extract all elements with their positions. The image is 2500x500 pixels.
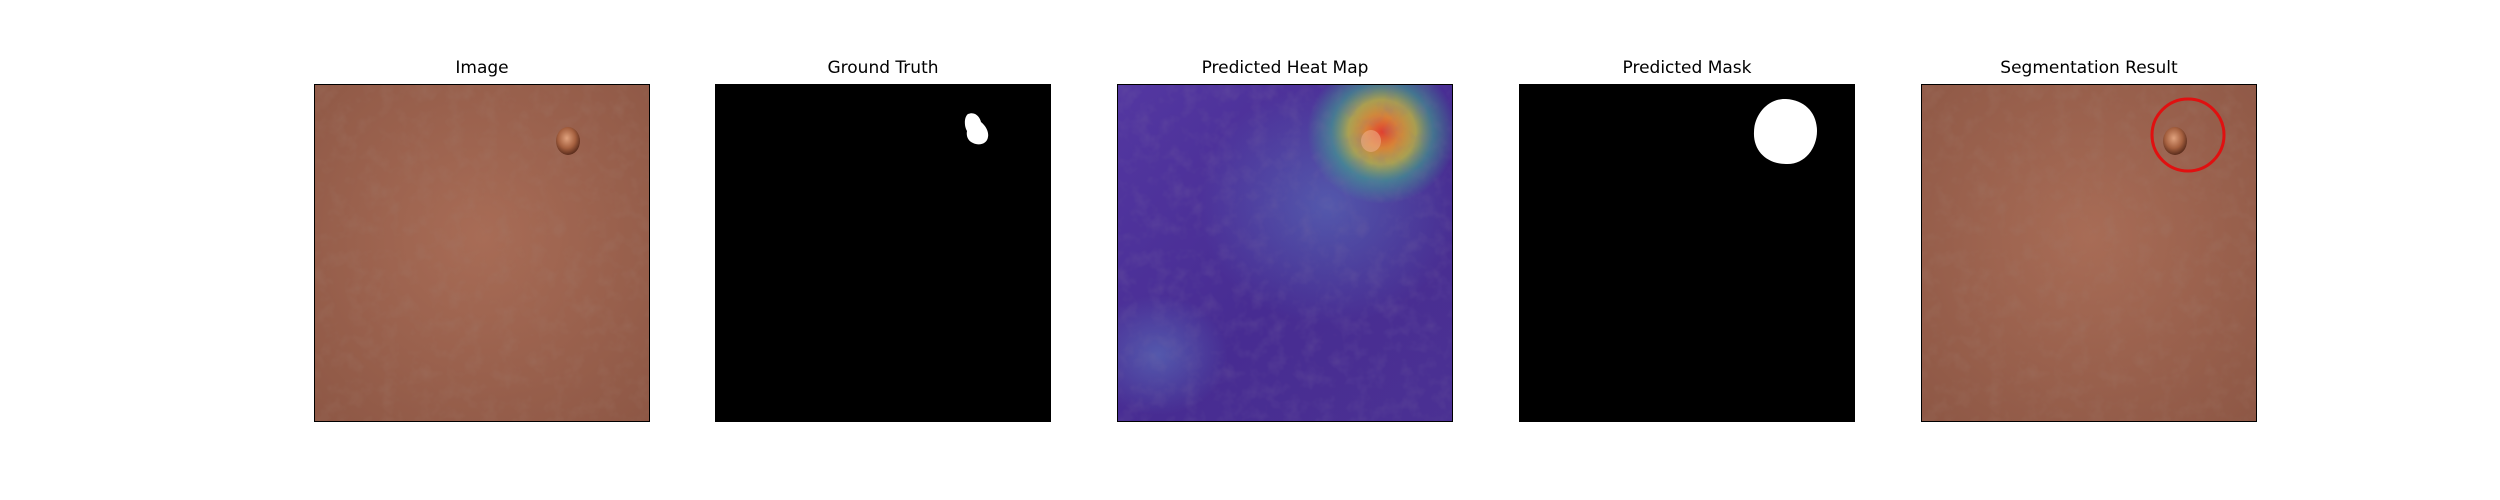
ground-truth-frame: [715, 84, 1051, 422]
ground-truth-mask: [716, 85, 1050, 421]
panel-ground-truth: Ground Truth: [715, 0, 1051, 500]
panel-segmentation-result: Segmentation Result: [1921, 0, 2257, 500]
skin-texture: [1922, 85, 2256, 421]
panel-heat-map: Predicted Heat Map: [1117, 0, 1453, 500]
heat-map-frame: [1117, 84, 1453, 422]
detection-circle: [2150, 97, 2226, 173]
ground-truth-region: [964, 113, 989, 145]
lesion: [2163, 127, 2187, 155]
predicted-mask: [1520, 85, 1854, 421]
heat-map-lesion: [1361, 130, 1381, 152]
panel-title-ground-truth: Ground Truth: [827, 58, 939, 78]
panel-title-predicted-mask: Predicted Mask: [1622, 58, 1752, 78]
panel-title-image: Image: [455, 58, 509, 78]
skin-photo: [315, 85, 649, 421]
segmentation-result-frame: [1921, 84, 2257, 422]
predicted-region: [1753, 98, 1817, 165]
panel-predicted-mask: Predicted Mask: [1519, 0, 1855, 500]
segmentation-result: [1922, 85, 2256, 421]
image-frame: [314, 84, 650, 422]
heat-map: [1118, 85, 1452, 421]
panel-title-heat-map: Predicted Heat Map: [1201, 58, 1369, 78]
mask-background: [716, 85, 1050, 421]
panel-image: Image: [314, 0, 650, 500]
lesion: [556, 127, 580, 155]
panel-title-segmentation-result: Segmentation Result: [2000, 58, 2178, 78]
heat-map-texture: [1118, 85, 1452, 421]
predicted-mask-frame: [1519, 84, 1855, 422]
skin-texture: [315, 85, 649, 421]
